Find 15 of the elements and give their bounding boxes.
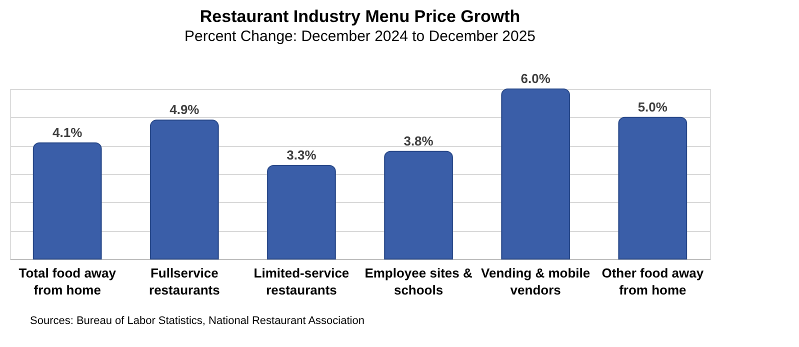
x-tick-label: Employee sites & schools xyxy=(364,266,472,298)
x-tick-label: Fullservice restaurants xyxy=(149,266,220,298)
x-tick-label: Vending & mobile vendors xyxy=(481,266,590,298)
x-tick-label: Total food away from home xyxy=(18,266,117,298)
data-label: 4.9% xyxy=(170,102,200,118)
data-label: 5.0% xyxy=(638,99,668,114)
chart-subtitle: Percent Change: December 2024 to December 2025 xyxy=(184,28,536,45)
data-label: 6.0% xyxy=(520,71,551,86)
data-label: 3.3% xyxy=(286,148,317,162)
x-tick-label: Other food away from home xyxy=(602,266,704,298)
data-label: 4.1% xyxy=(52,124,83,140)
x-tick-label: Limited-service restaurants xyxy=(254,266,350,298)
data-label: 3.8% xyxy=(404,133,434,148)
source-note: Sources: Bureau of Labor Statistics, National Restaurant Association xyxy=(30,315,364,327)
chart-title: Restaurant Industry Menu Price Growth xyxy=(200,7,520,26)
